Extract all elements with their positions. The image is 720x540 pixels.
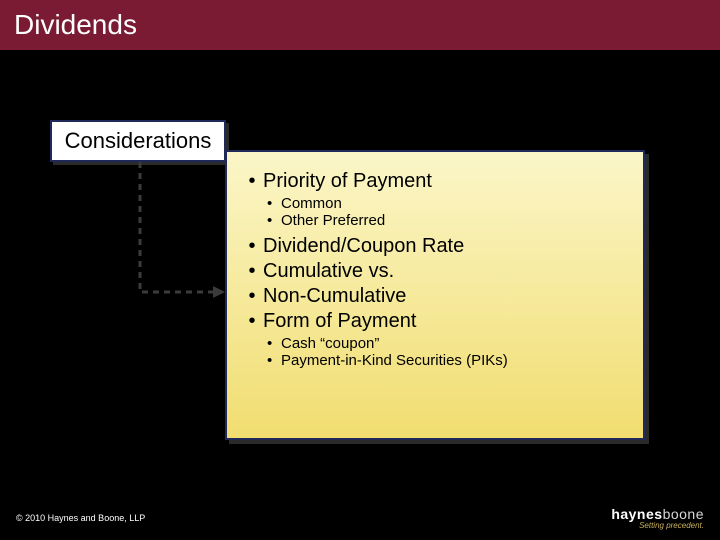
bullet-icon: • bbox=[267, 335, 281, 352]
bullet-icon: • bbox=[267, 212, 281, 229]
bullet-l2: • Other Preferred bbox=[267, 212, 629, 229]
bullet-text: Common bbox=[281, 195, 342, 212]
bullet-icon: • bbox=[241, 235, 263, 258]
bullet-l1: • Priority of Payment bbox=[241, 170, 629, 193]
copyright-text: © 2010 Haynes and Boone, LLP bbox=[16, 513, 145, 523]
bullet-text: Dividend/Coupon Rate bbox=[263, 235, 464, 258]
bullet-text: Form of Payment bbox=[263, 310, 416, 333]
connector-arrow bbox=[135, 162, 225, 310]
bullet-icon: • bbox=[267, 352, 281, 369]
bullet-l1: • Cumulative vs. bbox=[241, 260, 629, 283]
bullet-icon: • bbox=[241, 260, 263, 283]
bullet-l2: • Payment-in-Kind Securities (PIKs) bbox=[267, 352, 629, 369]
brand-name: haynesboone bbox=[611, 507, 704, 521]
brand-tagline: Setting precedent. bbox=[639, 522, 704, 530]
considerations-label: Considerations bbox=[65, 128, 212, 154]
bullet-l2: • Common bbox=[267, 195, 629, 212]
brand-light: boone bbox=[663, 506, 704, 522]
bullet-icon: • bbox=[241, 310, 263, 333]
bullet-icon: • bbox=[241, 170, 263, 193]
bullet-l1: • Dividend/Coupon Rate bbox=[241, 235, 629, 258]
title-bar: Dividends bbox=[0, 0, 720, 50]
brand-bold: haynes bbox=[611, 506, 662, 522]
slide-title: Dividends bbox=[14, 9, 137, 41]
bullet-text: Non-Cumulative bbox=[263, 285, 406, 308]
considerations-box: Considerations bbox=[50, 120, 226, 162]
slide: Dividends Considerations • Priority of P… bbox=[0, 0, 720, 540]
bullet-text: Cash “coupon” bbox=[281, 335, 379, 352]
bullet-text: Payment-in-Kind Securities (PIKs) bbox=[281, 352, 508, 369]
brand-logo: haynesboone Setting precedent. bbox=[611, 507, 704, 530]
bullet-l1: • Form of Payment bbox=[241, 310, 629, 333]
bullet-text: Priority of Payment bbox=[263, 170, 432, 193]
content-box: • Priority of Payment • Common • Other P… bbox=[225, 150, 645, 440]
bullet-l2: • Cash “coupon” bbox=[267, 335, 629, 352]
footer: © 2010 Haynes and Boone, LLP haynesboone… bbox=[0, 502, 720, 540]
bullet-l1: • Non-Cumulative bbox=[241, 285, 629, 308]
bullet-text: Cumulative vs. bbox=[263, 260, 394, 283]
bullet-text: Other Preferred bbox=[281, 212, 385, 229]
bullet-icon: • bbox=[267, 195, 281, 212]
bullet-icon: • bbox=[241, 285, 263, 308]
